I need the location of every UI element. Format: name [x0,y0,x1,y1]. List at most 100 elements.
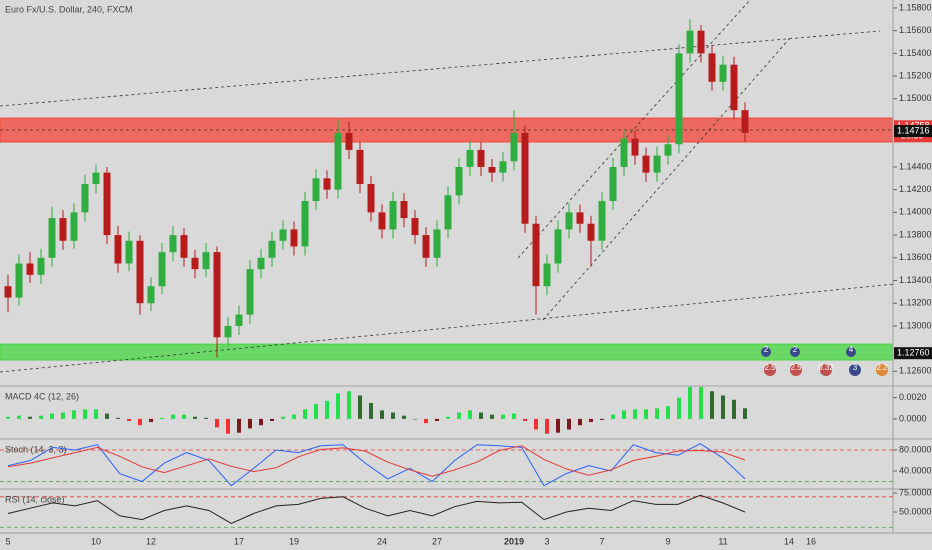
indicator-title: MACD 4C (12, 26) [5,391,79,401]
histogram-bar [556,418,560,433]
event-icon[interactable] [764,364,776,376]
candle-body [213,252,221,338]
candle-body [191,257,199,270]
y-tick-label: 1.15200 [899,70,932,80]
histogram-bar [644,409,648,419]
histogram-bar [336,393,340,419]
chart-title: Euro Fx/U.S. Dollar, 240, FXCM [5,4,133,14]
y-tick-label: 1.14200 [899,184,932,194]
histogram-bar [193,416,197,419]
event-icon[interactable] [761,347,771,357]
y-tick-label: 1.13600 [899,252,932,262]
histogram-bar [314,404,318,419]
event-label: 4 [849,345,854,354]
x-tick-label: 2019 [504,536,524,546]
histogram-bar [105,413,109,419]
candle-body [345,132,353,150]
indicator-line [7,494,746,524]
event-icon[interactable] [876,364,888,376]
x-tick-label: 9 [665,536,670,546]
x-tick-label: 14 [784,536,794,546]
histogram-bar [391,412,395,419]
candle-body [114,235,122,264]
y-tick-label: 1.13400 [899,275,932,285]
candle-body [367,183,375,213]
event-icon[interactable] [790,347,800,357]
histogram-bar [402,415,406,419]
histogram-bar [699,387,703,419]
histogram-bar [501,414,505,419]
x-tick-label: 19 [289,536,299,546]
y-tick-label: 0.0000 [899,413,927,423]
candle-body [719,64,727,82]
histogram-bar [138,418,142,426]
price-label-bg [894,347,932,360]
histogram-bar [413,418,417,420]
candle-body [48,218,56,258]
y-tick-label: 1.13000 [899,320,932,330]
candle-body [598,201,606,241]
candle-body [180,235,188,258]
histogram-bar [292,414,296,419]
histogram-bar [72,410,76,419]
candle-body [587,223,595,241]
histogram-bar [688,387,692,419]
candle-body [521,132,529,224]
event-icon[interactable] [790,364,802,376]
events: 2 2 4 2.5 2.5 0.32 3 2.2 [761,345,888,376]
histogram-bar [710,391,714,419]
candle-body [510,132,518,162]
y-tick-label: 50.0000 [899,506,932,516]
histogram-bar [347,391,351,419]
candle-body [741,110,749,133]
candle-body [4,286,12,298]
histogram-bar [589,418,593,423]
y-tick-label: 0.0020 [899,392,927,402]
event-icon[interactable] [820,364,832,376]
candle-body [268,240,276,258]
candle-body [312,178,320,202]
x-tick-label: 17 [234,536,244,546]
candle-body [675,53,683,145]
histogram-bar [237,418,241,433]
x-tick-label: 10 [91,536,101,546]
y-tick-label: 1.15000 [899,93,932,103]
y-tick-label: 1.14400 [899,161,932,171]
histogram-bar [479,412,483,419]
x-tick-label: 24 [377,536,387,546]
histogram-bar [655,408,659,419]
candle-body [565,212,573,230]
histogram-bar [567,418,571,430]
candle-body [59,218,67,241]
x-tick-label: 3 [544,536,549,546]
y-tick-label: 1.15400 [899,48,932,58]
candle-body [147,286,155,304]
histogram-bar [160,417,164,419]
event-label: 2.5 [764,363,776,372]
indicator-title: Stoch (14, 3, 3) [5,444,67,454]
histogram-bar [83,409,87,419]
histogram-bar [545,418,549,434]
candle-body [532,223,540,287]
candle-body [422,235,430,258]
candle-body [37,257,45,275]
histogram-bar [204,417,208,419]
histogram-bar [270,418,274,421]
candle-body [609,166,617,202]
candle-body [224,325,232,338]
event-icon[interactable] [849,364,861,376]
x-tick-label: 7 [599,536,604,546]
x-tick-label: 27 [432,536,442,546]
candle-body [103,172,111,236]
price-label: 1.12760 [897,348,930,358]
candle-body [81,183,89,213]
candle-body [466,149,474,167]
histogram-bar [743,408,747,419]
event-icon[interactable] [846,347,856,357]
candle-body [411,218,419,236]
histogram-bar [50,413,54,419]
y-tick-label: 1.15800 [899,2,932,12]
candle-body [576,212,584,224]
